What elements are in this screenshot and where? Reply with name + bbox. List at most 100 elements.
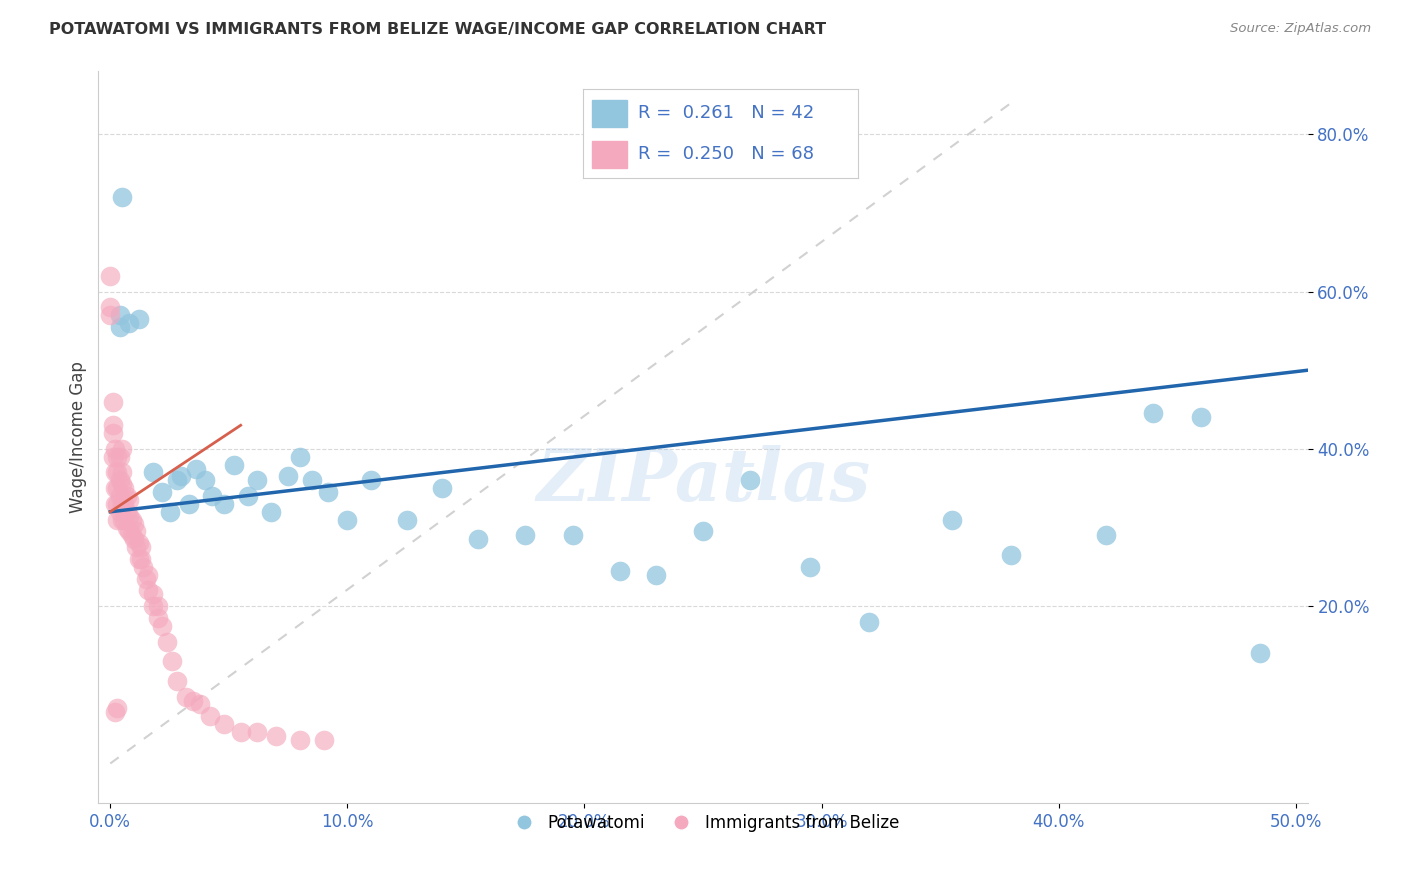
Point	[105, 701, 128, 715]
Point	[104, 442, 127, 456]
Point	[104, 481, 127, 495]
Point	[98, 301, 121, 315]
Point	[101, 394, 124, 409]
Point	[111, 497, 134, 511]
Point	[166, 473, 188, 487]
Point	[1000, 548, 1022, 562]
Point	[105, 497, 128, 511]
Point	[115, 505, 138, 519]
Point	[128, 536, 150, 550]
Point	[288, 732, 311, 747]
Point	[198, 709, 221, 723]
Point	[129, 552, 152, 566]
Point	[115, 489, 138, 503]
Point	[152, 485, 174, 500]
Point	[108, 489, 131, 503]
Point	[118, 524, 141, 539]
Point	[142, 466, 165, 480]
Legend: Potawatomi, Immigrants from Belize: Potawatomi, Immigrants from Belize	[501, 807, 905, 838]
Point	[105, 481, 128, 495]
Point	[105, 466, 128, 480]
Text: R =  0.250   N = 68: R = 0.250 N = 68	[638, 145, 814, 163]
Point	[101, 418, 124, 433]
Point	[104, 497, 127, 511]
Point	[336, 513, 359, 527]
Text: R =  0.261   N = 42: R = 0.261 N = 42	[638, 104, 814, 122]
Point	[184, 461, 207, 475]
Point	[288, 450, 311, 464]
Point	[212, 497, 235, 511]
Point	[229, 725, 252, 739]
Point	[114, 513, 136, 527]
Point	[108, 473, 131, 487]
Point	[111, 477, 134, 491]
Point	[609, 564, 631, 578]
Point	[799, 559, 821, 574]
Point	[111, 442, 134, 456]
Point	[118, 493, 141, 508]
Point	[104, 466, 127, 480]
Point	[142, 599, 165, 614]
Point	[264, 729, 287, 743]
Point	[108, 450, 131, 464]
Point	[1249, 646, 1271, 660]
Point	[644, 567, 666, 582]
Point	[312, 732, 335, 747]
Point	[129, 540, 152, 554]
Point	[108, 505, 131, 519]
Point	[128, 312, 150, 326]
Y-axis label: Wage/Income Gap: Wage/Income Gap	[69, 361, 87, 513]
Point	[98, 308, 121, 322]
Point	[114, 481, 136, 495]
Point	[111, 513, 134, 527]
Point	[136, 567, 159, 582]
Point	[174, 690, 197, 704]
Point	[277, 469, 299, 483]
Point	[301, 473, 323, 487]
Point	[941, 513, 963, 527]
Point	[194, 473, 217, 487]
Point	[260, 505, 283, 519]
Point	[156, 634, 179, 648]
Point	[190, 698, 212, 712]
Point	[1142, 407, 1164, 421]
Point	[114, 497, 136, 511]
Point	[170, 469, 193, 483]
Point	[104, 706, 127, 720]
Point	[236, 489, 259, 503]
Point	[105, 513, 128, 527]
Point	[467, 533, 489, 547]
Text: Source: ZipAtlas.com: Source: ZipAtlas.com	[1230, 22, 1371, 36]
Point	[246, 725, 269, 739]
Point	[152, 619, 174, 633]
Point	[561, 528, 583, 542]
Point	[858, 615, 880, 629]
Point	[201, 489, 224, 503]
Point	[160, 654, 183, 668]
Point	[108, 320, 131, 334]
Point	[121, 528, 143, 542]
Point	[121, 513, 143, 527]
Point	[318, 485, 340, 500]
Point	[118, 316, 141, 330]
Point	[159, 505, 181, 519]
Text: ZIPatlas: ZIPatlas	[536, 445, 870, 516]
Point	[146, 611, 169, 625]
Point	[125, 524, 148, 539]
Point	[181, 693, 204, 707]
Point	[1095, 528, 1118, 542]
Text: POTAWATOMI VS IMMIGRANTS FROM BELIZE WAGE/INCOME GAP CORRELATION CHART: POTAWATOMI VS IMMIGRANTS FROM BELIZE WAG…	[49, 22, 827, 37]
Point	[108, 308, 131, 322]
Point	[132, 559, 155, 574]
Point	[432, 481, 454, 495]
Point	[105, 450, 128, 464]
Point	[111, 190, 134, 204]
Point	[122, 533, 145, 547]
Point	[515, 528, 537, 542]
Point	[166, 673, 188, 688]
Point	[101, 450, 124, 464]
Point	[740, 473, 762, 487]
Point	[360, 473, 382, 487]
Point	[98, 268, 121, 283]
Point	[115, 520, 138, 534]
